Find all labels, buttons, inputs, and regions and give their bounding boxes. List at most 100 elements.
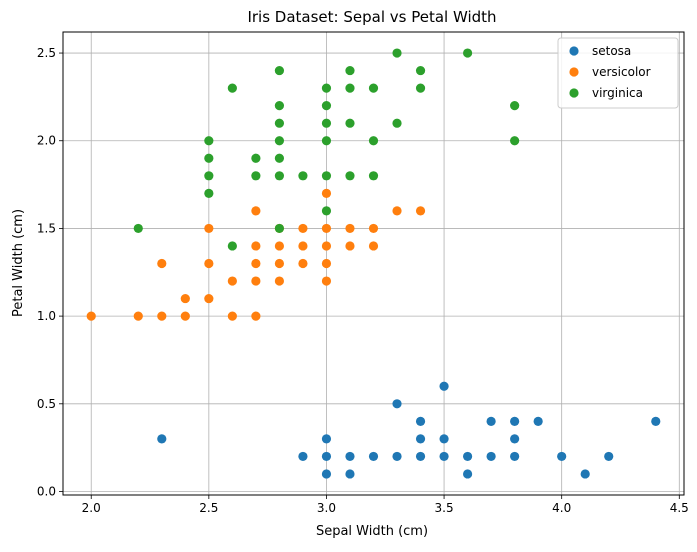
x-tick-label: 4.0	[552, 501, 571, 515]
data-point-versicolor	[133, 311, 143, 321]
axis-ticks: 2.0 2.5 3.0 3.5 4.0 4.5 0.0 0.5 1.0 1.5 2.0 2.5	[37, 46, 689, 515]
y-tick-label: 0.5	[37, 397, 56, 411]
data-point-virginica	[321, 136, 332, 146]
data-point-setosa	[392, 399, 402, 409]
data-point-setosa	[486, 416, 496, 426]
data-point-setosa	[486, 451, 496, 462]
data-point-virginica	[204, 171, 214, 181]
data-point-versicolor	[180, 311, 190, 321]
data-point-versicolor	[274, 241, 285, 251]
y-tick-label: 1.0	[37, 309, 56, 323]
data-point-virginica	[321, 83, 332, 93]
data-point-setosa	[392, 451, 402, 462]
data-point-versicolor	[251, 276, 261, 286]
data-point-versicolor	[251, 258, 261, 269]
data-point-virginica	[345, 65, 355, 76]
data-point-versicolor	[157, 258, 167, 269]
chart-title: Iris Dataset: Sepal vs Petal Width	[247, 8, 496, 26]
data-point-virginica	[415, 65, 426, 76]
data-point-setosa	[462, 451, 473, 462]
data-point-versicolor	[321, 188, 332, 198]
data-point-virginica	[274, 223, 285, 234]
data-point-setosa	[298, 451, 308, 462]
legend-marker-setosa	[569, 46, 579, 56]
legend-label-setosa: setosa	[592, 44, 631, 58]
data-point-versicolor	[321, 241, 332, 251]
data-point-virginica	[298, 171, 308, 181]
y-tick-label: 1.5	[37, 221, 56, 235]
data-point-virginica	[415, 83, 426, 93]
data-point-virginica	[321, 118, 332, 128]
data-point-versicolor	[321, 258, 332, 269]
data-point-virginica	[368, 171, 379, 181]
data-point-setosa	[439, 381, 449, 391]
data-point-virginica	[133, 223, 143, 234]
data-point-virginica	[321, 101, 332, 111]
data-point-virginica	[274, 65, 285, 76]
data-point-versicolor	[86, 311, 96, 321]
data-point-setosa	[321, 469, 332, 479]
data-point-setosa	[651, 416, 661, 426]
data-point-setosa	[321, 434, 332, 444]
data-point-setosa	[580, 469, 590, 479]
x-axis-label: Sepal Width (cm)	[316, 524, 428, 539]
data-point-virginica	[227, 83, 237, 93]
data-point-setosa	[439, 434, 449, 444]
legend-box	[557, 37, 679, 109]
data-point-virginica	[510, 136, 520, 146]
data-point-versicolor	[251, 206, 261, 216]
data-point-versicolor	[345, 241, 355, 251]
legend-label-virginica: virginica	[592, 86, 643, 100]
y-tick-label: 2.5	[37, 46, 56, 60]
data-point-versicolor	[368, 223, 379, 234]
data-point-virginica	[392, 118, 402, 128]
data-point-versicolor	[204, 223, 214, 234]
x-tick-label: 4.5	[670, 501, 689, 515]
data-point-versicolor	[274, 276, 285, 286]
data-point-virginica	[274, 118, 285, 128]
x-tick-label: 2.0	[82, 501, 101, 515]
data-point-versicolor	[274, 258, 285, 269]
data-point-virginica	[251, 171, 261, 181]
data-point-setosa	[510, 416, 520, 426]
data-point-setosa	[321, 451, 332, 462]
data-point-versicolor	[321, 276, 332, 286]
data-point-virginica	[321, 171, 332, 181]
data-point-versicolor	[392, 206, 402, 216]
data-point-setosa	[439, 451, 449, 462]
data-point-virginica	[510, 101, 520, 111]
data-point-versicolor	[204, 293, 214, 304]
data-point-versicolor	[251, 241, 261, 251]
data-point-setosa	[368, 451, 379, 462]
data-point-setosa	[415, 434, 426, 444]
data-point-virginica	[345, 118, 355, 128]
data-point-virginica	[321, 206, 332, 216]
data-point-virginica	[368, 83, 379, 93]
legend-label-versicolor: versicolor	[592, 65, 651, 79]
data-point-virginica	[274, 153, 285, 163]
data-point-setosa	[415, 416, 426, 426]
data-point-versicolor	[298, 223, 308, 234]
data-point-versicolor	[368, 241, 379, 251]
data-point-setosa	[510, 434, 520, 444]
x-tick-label: 3.5	[435, 501, 454, 515]
data-point-virginica	[227, 241, 237, 251]
data-point-setosa	[415, 451, 426, 462]
data-point-virginica	[462, 48, 473, 58]
data-point-setosa	[345, 451, 355, 462]
data-point-versicolor	[227, 276, 237, 286]
data-point-setosa	[157, 434, 167, 444]
data-point-virginica	[204, 153, 214, 163]
data-points	[86, 48, 661, 479]
data-point-versicolor	[180, 293, 190, 304]
legend-marker-versicolor	[569, 67, 579, 77]
data-point-setosa	[462, 469, 473, 479]
data-point-versicolor	[251, 311, 261, 321]
data-point-virginica	[274, 101, 285, 111]
data-point-virginica	[204, 188, 214, 198]
data-point-versicolor	[298, 258, 308, 269]
plot-frame	[62, 31, 685, 496]
data-point-versicolor	[204, 258, 214, 269]
